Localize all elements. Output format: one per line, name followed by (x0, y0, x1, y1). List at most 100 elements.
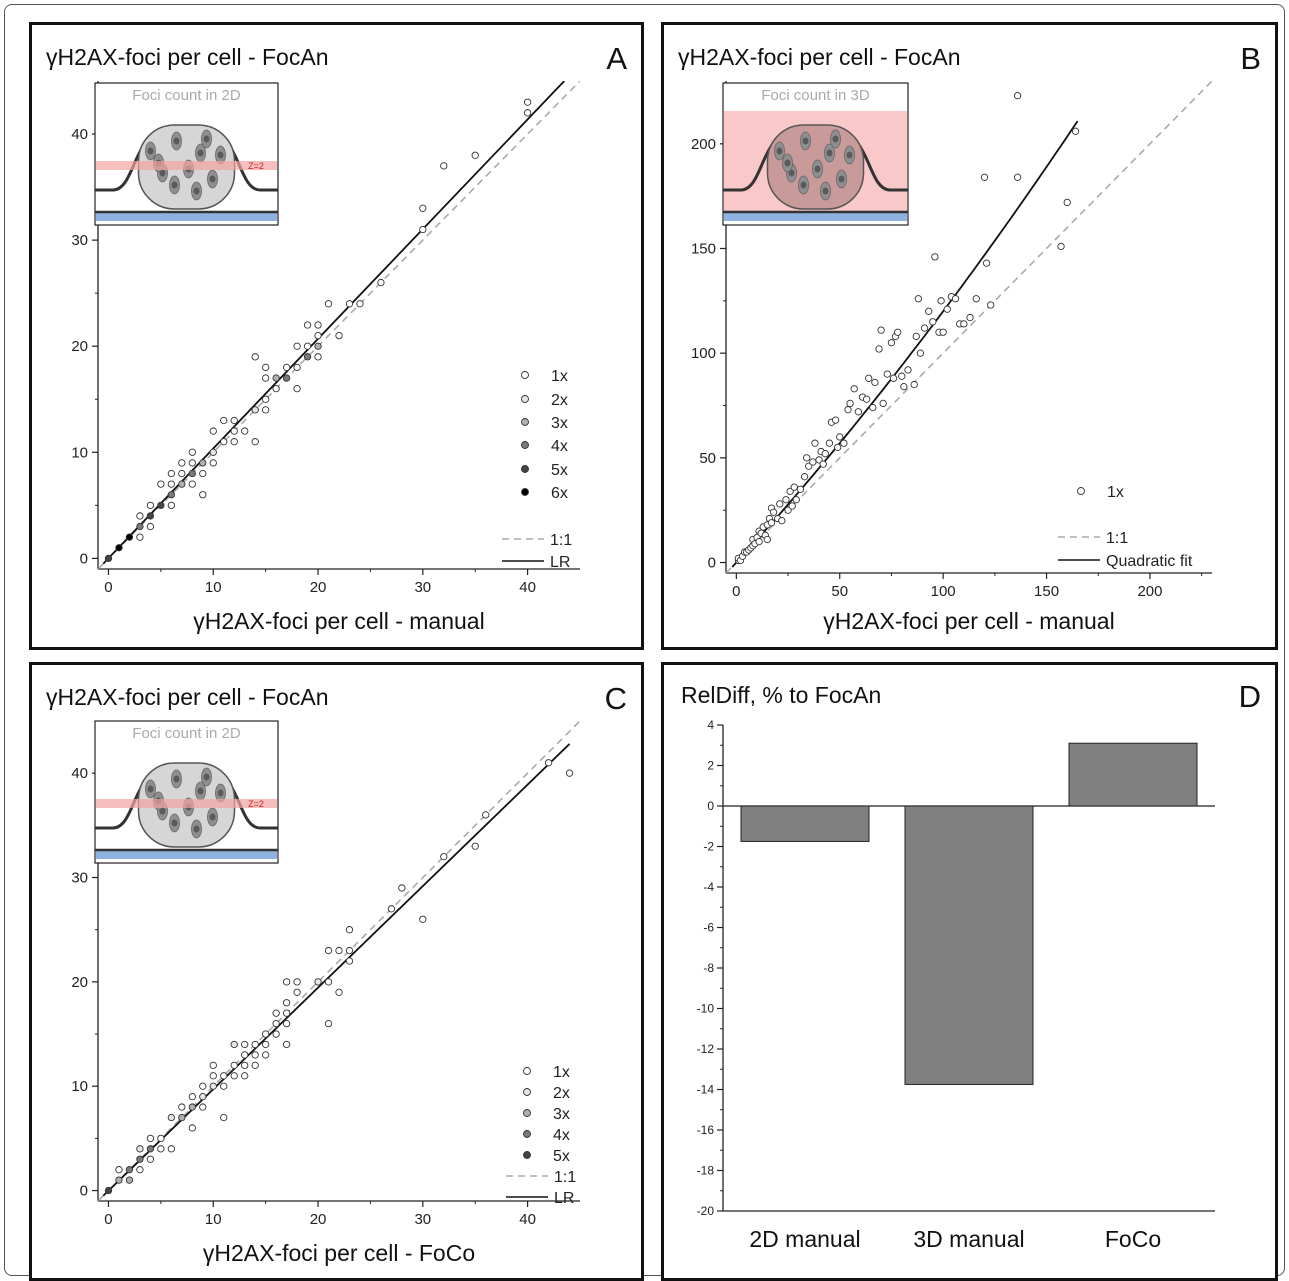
y-tick-label: -18 (697, 1164, 715, 1178)
data-point (251, 353, 259, 361)
data-point (889, 374, 898, 382)
data-point (230, 1040, 238, 1049)
data-point (778, 517, 786, 525)
data-point (800, 473, 809, 481)
x-tick-label: 40 (519, 579, 536, 596)
data-point (471, 151, 479, 159)
data-point (1063, 198, 1071, 207)
fit-curve (731, 120, 1079, 568)
data-point (220, 416, 228, 425)
category-label: FoCo (1105, 1226, 1161, 1252)
data-point (125, 533, 134, 541)
y-tick-label: 200 (691, 136, 716, 153)
data-point (345, 946, 354, 955)
y-tick-label: -12 (697, 1042, 715, 1056)
data-point (925, 307, 933, 315)
figure-frame: 0 10 20 30 40 0 10 20 30 40 γH2AX-foci per cell - … (4, 4, 1285, 1281)
y-tick-label: 100 (691, 345, 716, 362)
focus-core (814, 165, 821, 173)
legend: 1x 1:1 Quadratic fit (1058, 484, 1193, 570)
focal-plane-band (96, 161, 277, 170)
data-point (987, 301, 995, 309)
data-point (303, 321, 312, 329)
data-point (776, 500, 784, 508)
bar (1068, 742, 1198, 807)
data-point (871, 378, 879, 387)
data-point (178, 459, 186, 467)
focus-core (147, 147, 154, 155)
data-point (1057, 242, 1065, 251)
legend: 1x 2x 3x 4x 5x 1:1 LR (506, 1064, 576, 1207)
data-point (209, 427, 217, 435)
data-point (272, 1009, 280, 1017)
data-point (790, 483, 798, 491)
bar (740, 805, 870, 842)
data-point (898, 372, 906, 380)
data-point (335, 988, 343, 996)
data-point (887, 339, 896, 347)
focus-core (197, 787, 204, 795)
data-point (262, 1051, 270, 1059)
z-plane-label: Z=2 (248, 799, 264, 809)
data-point (199, 459, 207, 467)
data-point (345, 300, 354, 308)
data-point (303, 342, 312, 350)
data-point (929, 318, 937, 326)
data-point (419, 204, 427, 212)
focus-core (171, 181, 178, 189)
data-point (104, 554, 113, 563)
focus-core (217, 151, 224, 159)
data-point (251, 1040, 259, 1049)
data-point (803, 454, 811, 462)
data-point (136, 1166, 144, 1174)
x-tick-label: 30 (414, 1211, 431, 1228)
data-point (157, 1134, 165, 1143)
data-point (188, 448, 196, 456)
y-tick-label: 0 (707, 799, 714, 813)
legend-label: 6x (551, 485, 568, 502)
legend-line-label: 1:1 (1106, 530, 1128, 547)
focus-core (197, 149, 204, 157)
data-point (199, 469, 207, 478)
data-point (345, 957, 354, 965)
data-point (241, 1040, 249, 1049)
data-point (220, 1082, 228, 1090)
inset-diagram: Z=2 Foci count in 2D (94, 82, 279, 226)
data-point (782, 496, 790, 504)
data-point (125, 1166, 134, 1174)
z-plane-label: Z=2 (248, 161, 264, 171)
focus-core (217, 789, 224, 797)
data-point (251, 1061, 259, 1069)
data-point (262, 363, 270, 372)
data-point (241, 1072, 249, 1080)
data-point (146, 1145, 155, 1153)
data-point (188, 1103, 196, 1111)
y-tick-label: 40 (71, 765, 88, 782)
data-point (825, 439, 834, 447)
legend-marker (521, 418, 529, 426)
y-tick-label: 150 (691, 240, 716, 257)
data-point (146, 501, 155, 509)
data-point (796, 485, 805, 493)
data-point (251, 438, 259, 446)
data-point (167, 480, 175, 488)
focus-core (846, 151, 853, 159)
data-point (755, 537, 763, 546)
data-point (293, 988, 301, 996)
data-point (136, 512, 144, 520)
y-tick-label: 30 (71, 232, 88, 249)
y-tick-label: -2 (703, 840, 714, 854)
data-point (167, 491, 175, 499)
x-tick-label: 0 (104, 1211, 112, 1228)
data-point (188, 469, 196, 478)
data-point (282, 363, 291, 372)
data-point (894, 328, 902, 336)
y-tick-label: -10 (697, 1002, 715, 1016)
data-point (914, 295, 922, 303)
x-tick-label: 50 (831, 583, 848, 600)
panel-letter: B (1240, 41, 1261, 76)
inset-title: Foci count in 2D (132, 87, 241, 104)
data-point (125, 1176, 134, 1184)
y-tick-label: -20 (697, 1204, 715, 1218)
data-point (167, 469, 175, 478)
